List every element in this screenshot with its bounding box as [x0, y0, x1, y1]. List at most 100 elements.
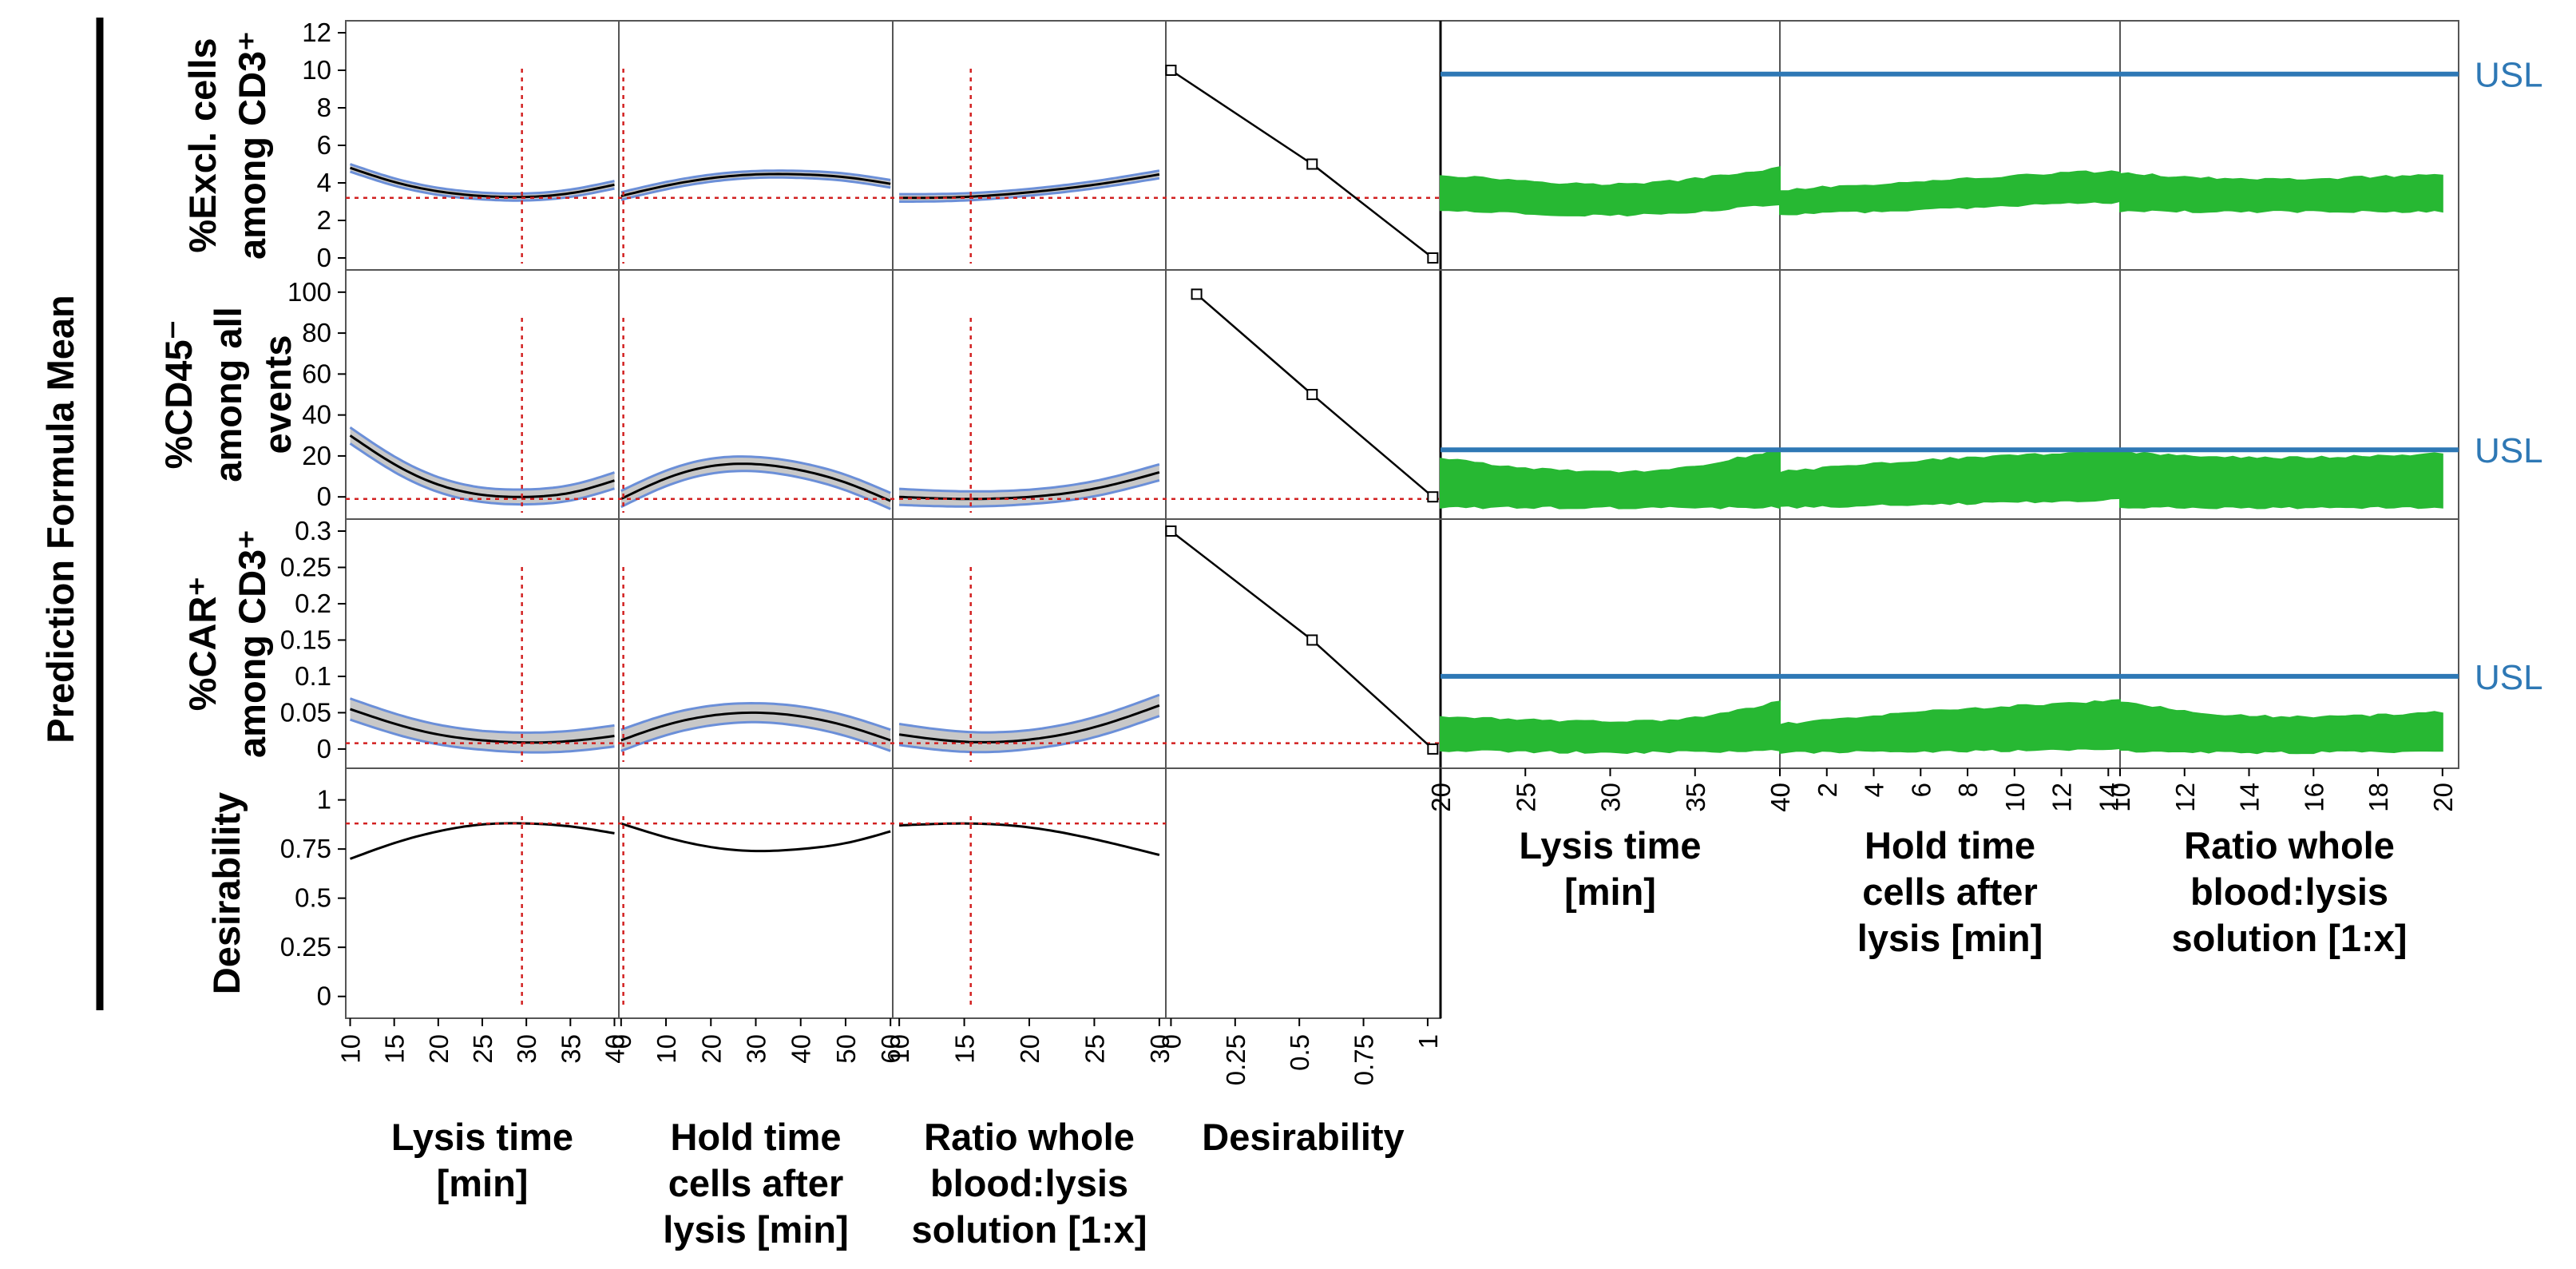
response-label: among CD3⁺ — [231, 31, 273, 260]
profile-curve — [899, 173, 1160, 200]
y-tick-label: 0 — [317, 734, 331, 763]
simulation-cloud — [1440, 165, 1781, 217]
sim-x-tick-label: 0 — [1766, 783, 1795, 797]
y-tick-label: 0 — [317, 482, 331, 511]
desirability-handle — [1191, 288, 1203, 300]
simulation-cloud — [1440, 700, 1781, 755]
confidence-band-lower — [620, 176, 891, 201]
confidence-band-upper — [899, 169, 1160, 196]
sim-factor-label: Ratio whole — [2184, 824, 2395, 866]
y-tick-label: 60 — [302, 359, 331, 388]
desirability-handle — [1427, 743, 1439, 755]
y-tick-label: 0.25 — [280, 552, 331, 581]
sim-x-tick-label: 10 — [2106, 783, 2135, 812]
profile-curve — [350, 708, 615, 744]
x-tick-label: 0 — [1156, 1034, 1186, 1049]
y-tick-label: 12 — [302, 18, 331, 47]
panel-frames — [345, 20, 2459, 1019]
x-tick-label: 10 — [652, 1034, 681, 1064]
desirability-function — [1170, 69, 1434, 259]
x-tick-label: 15 — [950, 1034, 980, 1064]
confidence-band-lower — [349, 442, 615, 506]
sim-x-tick-label: 25 — [1511, 783, 1540, 812]
desirability-handle — [1165, 525, 1177, 537]
simulation-cloud — [1440, 448, 1781, 510]
sim-factor-label: Hold time — [1865, 824, 2035, 866]
x-tick-label: 0.5 — [1285, 1034, 1314, 1071]
sim-x-tick-label: 35 — [1681, 783, 1710, 812]
factor-label: [min] — [437, 1162, 529, 1204]
simulation-cloud — [1779, 450, 2121, 509]
confidence-band-lower — [898, 715, 1160, 754]
simulation-cloud — [2119, 701, 2443, 755]
y-tick-label: 0.05 — [280, 697, 331, 727]
confidence-band — [620, 456, 891, 510]
x-tick-label: 0.25 — [1221, 1034, 1250, 1085]
y-tick-label: 40 — [302, 400, 331, 430]
profile-curve — [620, 462, 891, 502]
desirability-handle — [1306, 389, 1318, 400]
sim-x-tick-label: 8 — [1953, 783, 1983, 797]
profile-curve — [898, 704, 1160, 744]
y-tick-label: 100 — [287, 277, 331, 307]
confidence-band-upper — [898, 693, 1160, 734]
y-tick-label: 4 — [317, 168, 331, 197]
sim-x-tick-label: 14 — [2094, 783, 2123, 812]
confidence-band-lower — [620, 720, 891, 752]
sim-x-tick-label: 30 — [1596, 783, 1626, 812]
x-tick-label: 20 — [696, 1034, 726, 1064]
confidence-band-lower — [350, 718, 615, 754]
y-tick-label: 1 — [317, 785, 331, 815]
desirability-handle — [1165, 65, 1177, 76]
y-tick-label: 0.25 — [280, 932, 331, 962]
confidence-band-upper — [899, 462, 1160, 493]
confidence-band-upper — [620, 169, 891, 194]
simulation-cloud — [1779, 699, 2121, 755]
usl-label: USL — [2475, 431, 2543, 470]
x-tick-label: 15 — [380, 1034, 410, 1064]
sim-x-tick-label: 14 — [2235, 783, 2265, 812]
response-label: %CD45⁻ — [157, 320, 200, 470]
simulation-cloud — [1779, 170, 2121, 216]
simulation-cloud — [2119, 172, 2443, 213]
profile-curve — [620, 173, 891, 197]
y-tick-label: 0.2 — [295, 589, 331, 618]
response-label: Desirability — [205, 792, 248, 994]
x-tick-label: 20 — [424, 1034, 454, 1064]
confidence-band-upper — [620, 455, 891, 494]
usl-label: USL — [2475, 658, 2543, 697]
x-tick-label: 10 — [336, 1034, 366, 1064]
x-tick-label: 25 — [1080, 1034, 1109, 1064]
desirability-handle — [1427, 252, 1439, 264]
sim-x-tick-label: 18 — [2364, 783, 2393, 812]
confidence-band-upper — [620, 701, 891, 732]
sim-x-tick-label: 12 — [2170, 783, 2200, 812]
sim-x-tick-label: 20 — [2428, 783, 2458, 812]
confidence-band — [620, 703, 891, 751]
x-tick-label: 1 — [1413, 1034, 1443, 1049]
factor-label: Ratio whole — [924, 1116, 1135, 1158]
x-tick-label: 20 — [1015, 1034, 1044, 1064]
x-tick-label: 0.75 — [1349, 1034, 1379, 1085]
sim-x-tick-label: 40 — [1766, 783, 1795, 812]
y-tick-label: 0.1 — [295, 661, 331, 691]
x-tick-label: 40 — [600, 1034, 629, 1064]
profile-curve — [350, 166, 615, 199]
confidence-band — [899, 464, 1159, 507]
sim-factor-label: Lysis time — [1519, 824, 1701, 866]
sim-factor-label: solution [1:x] — [2171, 917, 2407, 959]
y-tick-label: 20 — [302, 441, 331, 470]
profile-curve — [899, 470, 1160, 501]
response-label: among all — [207, 307, 249, 482]
confidence-band-upper — [350, 163, 615, 196]
confidence-band-lower — [899, 479, 1160, 508]
factor-label: Lysis time — [391, 1116, 573, 1158]
sim-x-tick-label: 6 — [1906, 783, 1936, 797]
profile-curve — [620, 822, 891, 853]
profile-curve — [899, 822, 1160, 856]
response-label: %Excl. cells — [181, 38, 224, 252]
y-tick-label: 8 — [317, 93, 331, 122]
x-tick-label: 35 — [556, 1034, 585, 1064]
